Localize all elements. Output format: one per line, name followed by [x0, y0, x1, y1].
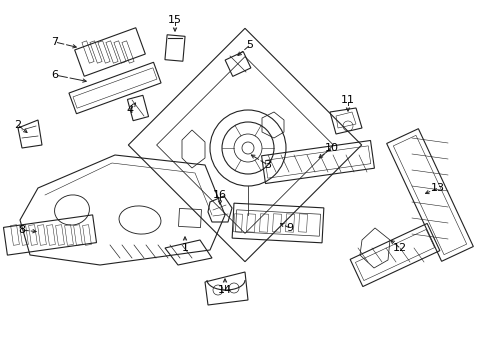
Text: 16: 16: [213, 190, 226, 200]
Text: 1: 1: [181, 243, 188, 253]
Text: 14: 14: [218, 285, 232, 295]
Text: 13: 13: [430, 183, 444, 193]
Text: 9: 9: [286, 223, 293, 233]
Text: 15: 15: [168, 15, 182, 25]
Text: 4: 4: [126, 105, 133, 115]
Text: 5: 5: [246, 40, 253, 50]
Text: 2: 2: [15, 120, 21, 130]
Text: 6: 6: [51, 70, 59, 80]
Text: 12: 12: [392, 243, 406, 253]
Text: 10: 10: [325, 143, 338, 153]
Text: 7: 7: [51, 37, 59, 47]
Text: 11: 11: [340, 95, 354, 105]
Text: 8: 8: [19, 225, 25, 235]
Text: 3: 3: [264, 160, 271, 170]
